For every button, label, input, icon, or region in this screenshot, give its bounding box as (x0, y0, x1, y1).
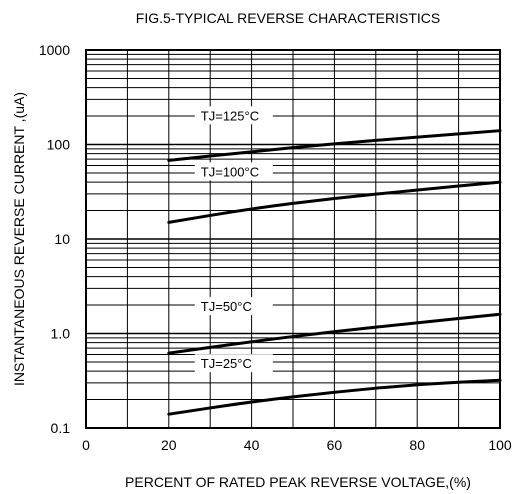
series-line (167, 180, 502, 224)
y-tick-labels: 0.1 1.0 10 100 1000 (39, 42, 70, 436)
x-tick-label: 80 (409, 437, 425, 453)
series-line (167, 378, 502, 416)
x-axis-label: PERCENT OF RATED PEAK REVERSE VOLTAGE,(%… (125, 474, 471, 490)
series-line (167, 312, 502, 355)
chart-title: FIG.5-TYPICAL REVERSE CHARACTERISTICS (136, 10, 440, 26)
y-axis-label: INSTANTANEOUS REVERSE CURRENT ,(uA) (11, 92, 27, 386)
series-label: TJ=50°C (201, 299, 252, 314)
series-label-bg (194, 297, 273, 316)
x-tick-label: 20 (161, 437, 177, 453)
y-tick-label: 1000 (39, 42, 70, 58)
series-label: TJ=25°C (201, 356, 252, 371)
y-tick-label: 1.0 (51, 326, 71, 342)
x-tick-label: 0 (82, 437, 90, 453)
series-label: TJ=125°C (201, 108, 259, 123)
x-tick-labels: 0 20 40 60 80 100 (82, 437, 512, 453)
x-tick-label: 40 (244, 437, 260, 453)
y-tick-label: 100 (47, 137, 71, 153)
series-line (167, 129, 502, 162)
series-layer: TJ=125°C TJ=100°C TJ=50°C TJ=25°C (167, 106, 502, 416)
series-label-bg (194, 106, 273, 125)
y-tick-label: 10 (54, 231, 70, 247)
series-label-bg (194, 162, 273, 181)
series-label-bg (194, 354, 273, 373)
x-tick-label: 60 (327, 437, 343, 453)
plot-area: TJ=125°C TJ=100°C TJ=50°C TJ=25°C (85, 49, 502, 429)
y-tick-label: 0.1 (51, 420, 71, 436)
x-tick-label: 100 (488, 437, 512, 453)
series-label: TJ=100°C (201, 164, 259, 179)
